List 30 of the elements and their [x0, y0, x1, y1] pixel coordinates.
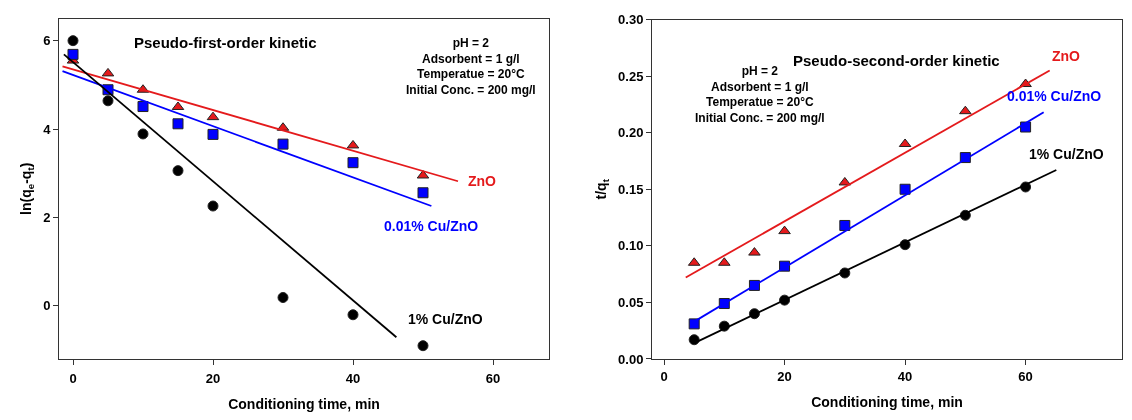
- series-label: 0.01% Cu/ZnO: [384, 218, 479, 234]
- y-tick-label: 0.20: [618, 125, 644, 141]
- y-tick-label: 0: [43, 298, 51, 314]
- series-label: 1% Cu/ZnO: [1029, 146, 1104, 162]
- text: Pseudo-first-order kinetic: [134, 34, 317, 51]
- y-tick-label: 0.25: [618, 68, 644, 84]
- x-tick-label: 20: [777, 368, 792, 384]
- y-tick-label: 6: [43, 33, 51, 49]
- y-tick-label: 0.30: [618, 12, 644, 28]
- y-tick-label: 0.10: [618, 238, 644, 254]
- x-axis-title: Conditioning time, min: [811, 393, 963, 410]
- series-label: ZnO: [1052, 48, 1081, 64]
- x-tick-label: 20: [205, 370, 221, 386]
- x-tick-label: 60: [1018, 368, 1033, 384]
- x-axis-title: Conditioning time, min: [228, 395, 380, 412]
- x-tick-label: 0: [69, 370, 77, 386]
- y-tick-label: 0.15: [618, 181, 644, 197]
- x-tick-label: 0: [660, 368, 668, 384]
- y-tick-label: 0.00: [618, 351, 644, 367]
- series-label: ZnO: [468, 173, 497, 189]
- x-tick-label: 40: [897, 368, 913, 384]
- x-tick-label: 40: [345, 370, 361, 386]
- annotation: pH = 2 Adsorbent = 1 g/l Temperatue = 20°C Initial Conc. = 200 mg/l: [406, 36, 536, 97]
- y-tick-label: 2: [43, 210, 51, 226]
- text: Pseudo-second-order kinetic: [793, 52, 1000, 69]
- x-tick-label: 60: [485, 370, 501, 386]
- series-label: 0.01% Cu/ZnO: [1007, 88, 1102, 104]
- y-tick-label: 0.05: [618, 294, 644, 310]
- series-label: 1% Cu/ZnO: [408, 311, 483, 327]
- y-tick-label: 4: [43, 121, 52, 137]
